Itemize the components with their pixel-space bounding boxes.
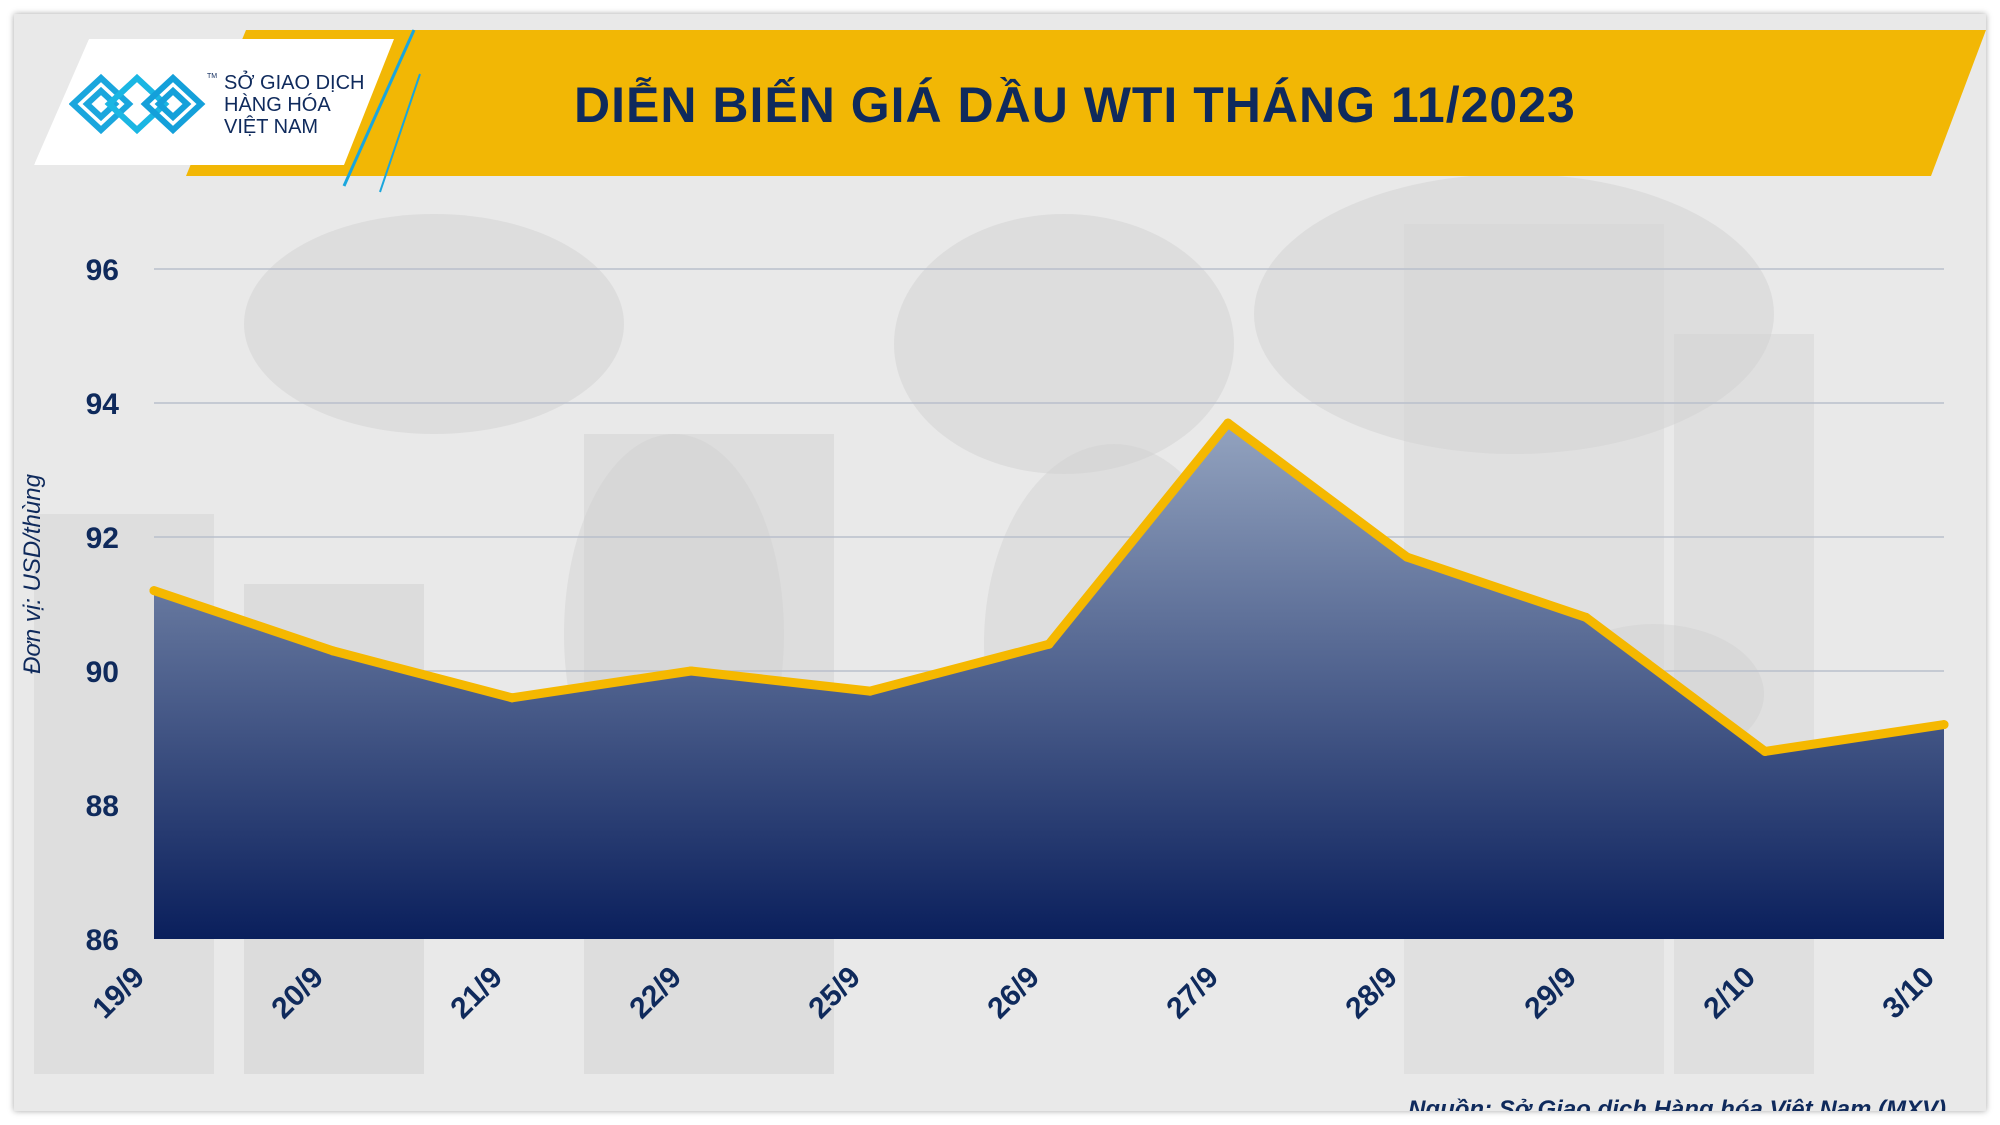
logo-text-line: HÀNG HÓA — [224, 94, 331, 116]
data-point — [865, 686, 875, 696]
data-point — [149, 586, 159, 596]
source-note: Nguồn: Sở Giao dịch Hàng hóa Việt Nam (M… — [1408, 1096, 1946, 1111]
data-point — [1939, 720, 1949, 730]
y-tick-label: 86 — [86, 924, 119, 957]
series-line-segment — [1223, 418, 1412, 562]
data-point — [1223, 418, 1233, 428]
y-axis-ticks: 86 88 90 92 94 96 — [86, 254, 120, 957]
logo-box — [34, 39, 394, 165]
data-point — [1044, 639, 1054, 649]
y-axis-label: Đơn vị: USD/thùng — [19, 474, 46, 674]
x-tick-label: 28/9 — [1339, 961, 1404, 1026]
area-fill — [154, 423, 1944, 940]
data-point — [507, 693, 517, 703]
area-series — [149, 418, 1949, 940]
area-chart: 86 88 90 92 94 96 19/9 20/9 21/9 22/9 25/9 26/9 27/… — [86, 254, 1949, 1026]
x-tick-label: 3/10 — [1876, 961, 1941, 1026]
title-banner — [186, 30, 1986, 176]
series-line-segment — [507, 666, 696, 703]
logo-icon — [69, 73, 206, 135]
logo-trademark: TM — [207, 73, 218, 80]
data-point — [1402, 552, 1412, 562]
y-tick-label: 90 — [86, 656, 119, 689]
logo-accent-slash — [342, 29, 421, 193]
y-tick-label: 92 — [86, 522, 119, 555]
chart-frame: DIỄN BIẾN GIÁ DẦU WTI THÁNG 11/2023 TM S… — [14, 14, 1986, 1111]
logo-text-line: SỞ GIAO DỊCH — [224, 72, 365, 94]
series-line-segment — [1581, 612, 1770, 756]
y-tick-label: 88 — [86, 790, 119, 823]
x-axis-ticks: 19/9 20/9 21/9 22/9 25/9 26/9 27/9 28/9 29/9 2/10… — [86, 961, 1941, 1026]
x-tick-label: 21/9 — [444, 961, 509, 1026]
x-tick-label: 25/9 — [802, 961, 867, 1026]
x-tick-label: 22/9 — [623, 961, 688, 1026]
y-tick-label: 96 — [86, 254, 119, 287]
series-line-segment — [865, 639, 1054, 696]
chart-title: DIỄN BIẾN GIÁ DẦU WTI THÁNG 11/2023 — [574, 77, 1576, 133]
series-line-segment — [1044, 418, 1233, 649]
x-tick-label: 19/9 — [86, 961, 151, 1026]
logo-text-line: VIỆT NAM — [224, 116, 319, 138]
series-line-segment — [1402, 552, 1591, 622]
data-point — [686, 666, 696, 676]
series-line-segment — [686, 666, 875, 696]
series-line-segment — [328, 646, 517, 703]
data-point — [1760, 746, 1770, 756]
x-tick-label: 2/10 — [1697, 961, 1762, 1026]
y-tick-label: 94 — [86, 388, 120, 421]
x-tick-label: 29/9 — [1518, 961, 1583, 1026]
x-tick-label: 27/9 — [1160, 961, 1225, 1026]
x-tick-label: 26/9 — [981, 961, 1046, 1026]
data-point — [1581, 612, 1591, 622]
x-tick-label: 20/9 — [265, 961, 330, 1026]
series-line-segment — [1760, 720, 1949, 756]
series-line-segment — [149, 586, 338, 656]
data-point — [328, 646, 338, 656]
